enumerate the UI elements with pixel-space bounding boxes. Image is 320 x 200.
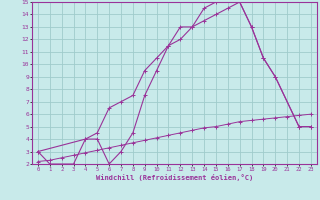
X-axis label: Windchill (Refroidissement éolien,°C): Windchill (Refroidissement éolien,°C) bbox=[96, 174, 253, 181]
